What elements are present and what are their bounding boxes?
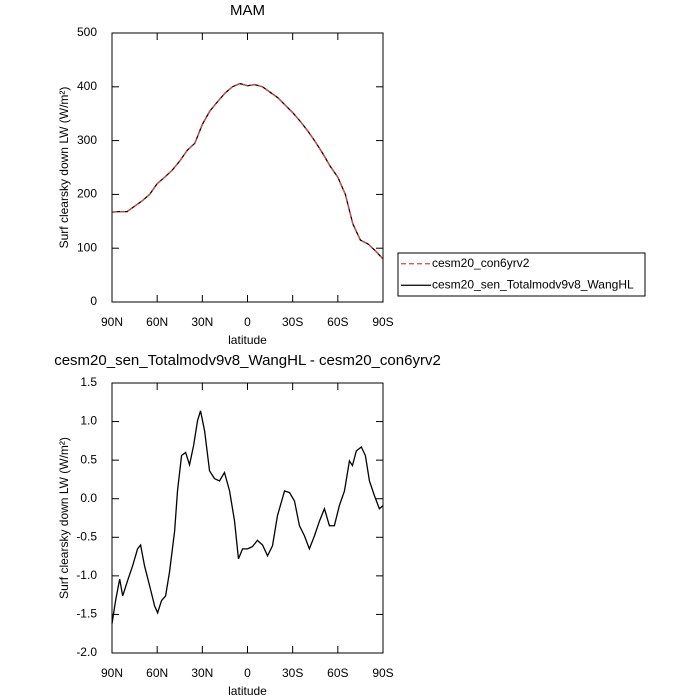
y-tick-label: -2.0 bbox=[76, 645, 97, 659]
x-tick-label: 60N bbox=[146, 666, 168, 680]
y-tick-label: -0.5 bbox=[76, 529, 97, 543]
y-tick-label: 300 bbox=[77, 133, 97, 147]
x-axis-label: latitude bbox=[228, 684, 267, 698]
x-tick-label: 90N bbox=[101, 315, 123, 329]
y-tick-label: -1.0 bbox=[76, 568, 97, 582]
x-tick-label: 60S bbox=[327, 315, 348, 329]
legend-label: cesm20_con6yrv2 bbox=[432, 256, 530, 270]
x-tick-label: 30S bbox=[282, 666, 303, 680]
y-tick-label: -1.5 bbox=[76, 607, 97, 621]
y-tick-label: 500 bbox=[77, 25, 97, 39]
x-tick-label: 60S bbox=[327, 666, 348, 680]
x-tick-label: 0 bbox=[244, 315, 251, 329]
x-tick-label: 90S bbox=[372, 666, 393, 680]
chart-title: MAM bbox=[230, 2, 265, 19]
x-tick-label: 90N bbox=[101, 666, 123, 680]
legend-box bbox=[397, 252, 646, 297]
y-tick-label: 1.0 bbox=[80, 414, 97, 428]
y-tick-label: 1.5 bbox=[80, 375, 97, 389]
line bbox=[111, 82, 384, 260]
y-tick-label: 0 bbox=[90, 294, 97, 308]
x-tick-label: 0 bbox=[244, 666, 251, 680]
line bbox=[111, 82, 384, 260]
x-tick-label: 30S bbox=[282, 315, 303, 329]
x-tick-label: 90S bbox=[372, 315, 393, 329]
y-tick-label: 0.5 bbox=[80, 452, 97, 466]
x-tick-label: 60N bbox=[146, 315, 168, 329]
x-tick-label: 30N bbox=[191, 666, 213, 680]
y-axis-label: Surf clearsky down LW (W/m²) bbox=[57, 437, 71, 599]
legend-label: cesm20_sen_Totalmodv9v8_WangHL bbox=[432, 277, 634, 291]
y-axis-label: Surf clearsky down LW (W/m²) bbox=[57, 87, 71, 249]
plot-frame bbox=[111, 32, 384, 303]
plot-frame bbox=[111, 382, 384, 654]
x-axis-label: latitude bbox=[228, 333, 267, 347]
line bbox=[111, 410, 384, 624]
y-tick-label: 400 bbox=[77, 79, 97, 93]
y-tick-label: 0.0 bbox=[80, 491, 97, 505]
y-tick-label: 200 bbox=[77, 187, 97, 201]
chart-title: cesm20_sen_Totalmodv9v8_WangHL - cesm20_… bbox=[54, 352, 441, 369]
y-tick-label: 100 bbox=[77, 240, 97, 254]
x-tick-label: 30N bbox=[191, 315, 213, 329]
